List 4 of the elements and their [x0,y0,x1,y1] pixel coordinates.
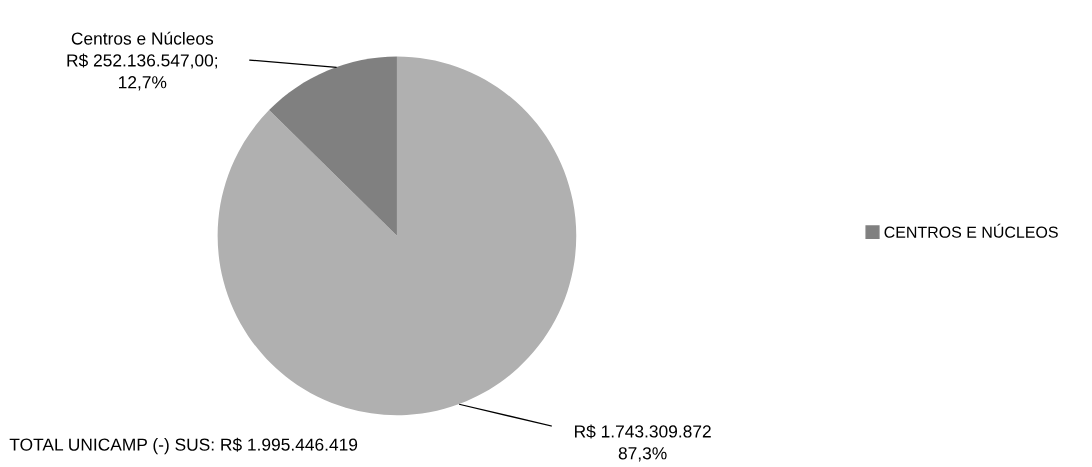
data-label: Centros e Núcleos R$ 252.136.547,00; 12,7% [67,31,218,91]
legend-label: CENTROS E NÚCLEOS [884,223,1058,238]
data-label: R$ 1.743.309.872 87,3% [575,424,711,462]
text: TOTAL UNICAMP (-) SUS: R$ 1.995.446.419 [9,437,358,455]
